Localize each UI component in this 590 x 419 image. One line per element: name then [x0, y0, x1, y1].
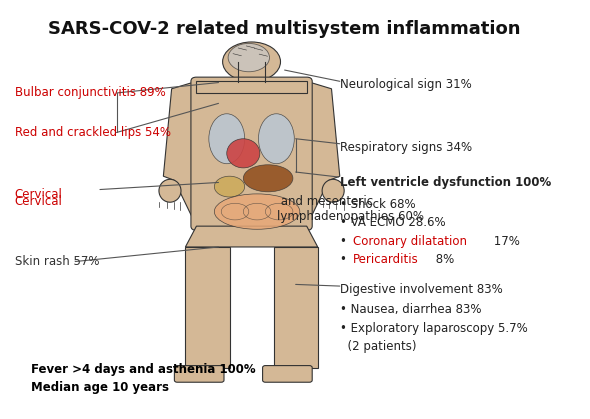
Text: Red and crackled lips 54%: Red and crackled lips 54%	[15, 126, 171, 139]
Text: Skin rash 57%: Skin rash 57%	[15, 255, 99, 268]
FancyBboxPatch shape	[191, 77, 312, 230]
Ellipse shape	[227, 139, 260, 168]
Polygon shape	[307, 81, 340, 226]
Ellipse shape	[228, 44, 270, 72]
Text: Median age 10 years: Median age 10 years	[31, 381, 169, 394]
Polygon shape	[274, 247, 317, 367]
Ellipse shape	[159, 179, 181, 202]
Text: Digestive involvement 83%: Digestive involvement 83%	[340, 283, 503, 296]
Polygon shape	[185, 247, 230, 367]
Text: • Exploratory laparoscopy 5.7%: • Exploratory laparoscopy 5.7%	[340, 322, 527, 335]
Ellipse shape	[243, 165, 293, 192]
Polygon shape	[163, 81, 196, 226]
Ellipse shape	[322, 179, 344, 202]
Text: Neurological sign 31%: Neurological sign 31%	[340, 78, 471, 91]
Text: • Nausea, diarrhea 83%: • Nausea, diarrhea 83%	[340, 303, 481, 316]
Ellipse shape	[214, 194, 300, 229]
Text: Cervical: Cervical	[15, 195, 63, 208]
Ellipse shape	[214, 176, 245, 197]
Text: (2 patients): (2 patients)	[340, 339, 417, 352]
Text: Fever >4 days and asthenia 100%: Fever >4 days and asthenia 100%	[31, 363, 255, 376]
Text: and mesenteric
lymphadenopathies 60%: and mesenteric lymphadenopathies 60%	[277, 195, 424, 223]
Polygon shape	[185, 226, 317, 247]
Text: Respiratory signs 34%: Respiratory signs 34%	[340, 140, 472, 154]
Text: • VA ECMO 28.6%: • VA ECMO 28.6%	[340, 216, 445, 229]
Text: Pericarditis: Pericarditis	[353, 253, 418, 266]
Ellipse shape	[258, 114, 294, 164]
FancyBboxPatch shape	[175, 366, 224, 382]
Ellipse shape	[209, 114, 245, 164]
Ellipse shape	[222, 42, 280, 82]
FancyBboxPatch shape	[238, 62, 266, 82]
Text: •: •	[340, 253, 350, 266]
Text: Coronary dilatation: Coronary dilatation	[353, 235, 467, 248]
Text: 17%: 17%	[490, 235, 520, 248]
FancyBboxPatch shape	[263, 366, 312, 382]
Text: SARS-COV-2 related multisystem inflammation: SARS-COV-2 related multisystem inflammat…	[48, 20, 521, 38]
Text: •: •	[340, 235, 350, 248]
Text: • Shock 68%: • Shock 68%	[340, 198, 415, 211]
Text: Cervical: Cervical	[15, 189, 63, 202]
Polygon shape	[196, 81, 307, 93]
Text: Bulbar conjunctivitis 89%: Bulbar conjunctivitis 89%	[15, 86, 165, 99]
Text: Left ventricle dysfunction 100%: Left ventricle dysfunction 100%	[340, 176, 551, 189]
Text: 8%: 8%	[432, 253, 454, 266]
